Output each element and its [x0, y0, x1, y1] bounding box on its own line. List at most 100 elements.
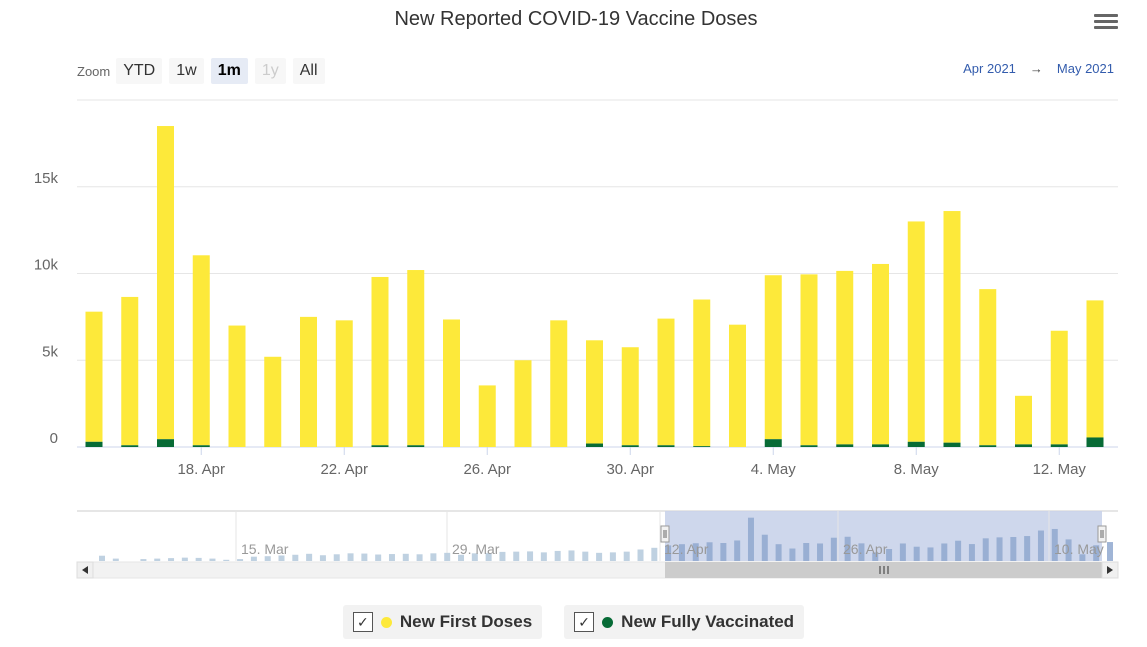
- bar-fully-vaccinated[interactable]: [157, 439, 174, 447]
- bar-first-doses[interactable]: [586, 340, 603, 444]
- bar-first-doses[interactable]: [872, 263, 889, 445]
- navigator-bar: [237, 559, 244, 561]
- navigator-tick-label: 26. Apr: [843, 541, 888, 557]
- legend-label-first-doses: New First Doses: [399, 612, 533, 631]
- bar-fully-vaccinated[interactable]: [943, 442, 961, 447]
- bar-fully-vaccinated[interactable]: [192, 445, 210, 447]
- zoom-1m-button[interactable]: 1m: [210, 58, 248, 84]
- x-tick-label: 18. Apr: [177, 461, 225, 478]
- navigator-bar: [568, 550, 575, 561]
- bar-fully-vaccinated[interactable]: [800, 445, 818, 447]
- bar-first-doses[interactable]: [907, 221, 925, 442]
- bar-fully-vaccinated[interactable]: [693, 446, 711, 447]
- bar-first-doses[interactable]: [371, 276, 389, 446]
- navigator-bar: [734, 540, 741, 561]
- bar-fully-vaccinated[interactable]: [979, 445, 997, 447]
- navigator-bar: [872, 552, 879, 561]
- bar-first-doses[interactable]: [514, 360, 532, 447]
- zoom-all-button[interactable]: All: [292, 58, 325, 84]
- legend-item-first-doses[interactable]: ✓ New First Doses: [342, 605, 543, 639]
- range-to[interactable]: May 2021: [1056, 61, 1114, 76]
- arrow-left-icon: [82, 566, 88, 574]
- checkbox-icon[interactable]: ✓: [352, 612, 373, 632]
- chart-title: New Reported COVID-19 Vaccine Doses: [394, 8, 758, 30]
- bar-fully-vaccinated[interactable]: [371, 445, 389, 447]
- navigator-bar: [817, 543, 824, 561]
- navigator-bar: [361, 553, 368, 561]
- bar-fully-vaccinated[interactable]: [407, 445, 425, 447]
- bar-first-doses[interactable]: [157, 126, 174, 440]
- bar-first-doses[interactable]: [1050, 330, 1068, 445]
- yellow-dot-icon: [380, 616, 392, 628]
- navigator-bar: [112, 558, 119, 561]
- bar-first-doses[interactable]: [407, 270, 425, 446]
- bar-first-doses[interactable]: [300, 316, 317, 447]
- bar-first-doses[interactable]: [764, 275, 782, 440]
- zoom-1y-button[interactable]: 1y: [254, 58, 286, 84]
- navigator-bar: [1024, 536, 1031, 561]
- bar-first-doses[interactable]: [121, 296, 139, 446]
- bar-fully-vaccinated[interactable]: [836, 444, 854, 447]
- navigator-bar: [458, 554, 465, 561]
- navigator-bar: [899, 543, 906, 561]
- zoom-1w-button[interactable]: 1w: [169, 58, 204, 84]
- bar-fully-vaccinated[interactable]: [657, 445, 675, 447]
- navigator-bar: [706, 542, 713, 561]
- bar-fully-vaccinated[interactable]: [1050, 444, 1068, 447]
- range-from[interactable]: Apr 2021: [963, 61, 1016, 76]
- navigator-bar: [1079, 554, 1086, 561]
- bar-fully-vaccinated[interactable]: [586, 443, 603, 447]
- navigator-bar: [1107, 542, 1113, 561]
- bar-first-doses[interactable]: [228, 325, 246, 447]
- bar-first-doses[interactable]: [264, 356, 282, 447]
- zoom-ytd-button[interactable]: YTD: [116, 58, 163, 84]
- hamburger-menu-icon[interactable]: [1094, 14, 1118, 34]
- y-tick-label: 15k: [34, 170, 59, 187]
- bar-fully-vaccinated[interactable]: [1015, 444, 1032, 447]
- bar-fully-vaccinated[interactable]: [1086, 437, 1104, 447]
- bar-first-doses[interactable]: [657, 318, 675, 446]
- bar-first-doses[interactable]: [693, 299, 711, 447]
- bar-first-doses[interactable]: [621, 347, 639, 446]
- bar-fully-vaccinated[interactable]: [121, 445, 139, 447]
- navigator-handle[interactable]: [1097, 525, 1107, 543]
- bar-fully-vaccinated[interactable]: [621, 445, 639, 447]
- navigator-tick-label: 15. Mar: [241, 541, 289, 557]
- navigator-bar: [154, 558, 161, 561]
- navigator-bar: [968, 544, 975, 561]
- navigator-bar: [996, 537, 1003, 561]
- navigator-bar: [250, 556, 257, 561]
- bar-first-doses[interactable]: [800, 274, 818, 446]
- navigator-bar: [195, 557, 202, 561]
- bar-first-doses[interactable]: [478, 385, 496, 447]
- bar-first-doses[interactable]: [550, 320, 568, 447]
- bar-first-doses[interactable]: [943, 211, 961, 443]
- navigator-handle[interactable]: [660, 525, 670, 543]
- legend-item-fully-vaccinated[interactable]: ✓ New Fully Vaccinated: [564, 605, 805, 639]
- bar-fully-vaccinated[interactable]: [872, 444, 889, 447]
- bar-first-doses[interactable]: [443, 319, 460, 447]
- navigator-bar: [1093, 545, 1100, 561]
- bar-first-doses[interactable]: [192, 255, 210, 446]
- navigator-bar: [1051, 528, 1058, 561]
- navigator-bar: [844, 536, 851, 561]
- bar-first-doses[interactable]: [335, 320, 353, 447]
- date-range: Apr 2021 → May 2021: [963, 61, 1114, 76]
- bar-first-doses[interactable]: [729, 324, 746, 447]
- navigator-bar: [181, 557, 188, 561]
- checkbox-icon[interactable]: ✓: [574, 612, 595, 632]
- navigator-bar: [955, 540, 962, 561]
- navigator-bar: [886, 549, 893, 561]
- navigator-bar: [803, 543, 810, 561]
- bar-fully-vaccinated[interactable]: [85, 441, 103, 447]
- x-tick-label: 8. May: [894, 461, 940, 478]
- bar-fully-vaccinated[interactable]: [764, 439, 782, 447]
- bar-first-doses[interactable]: [836, 270, 854, 445]
- bar-first-doses[interactable]: [979, 289, 997, 446]
- bar-first-doses[interactable]: [85, 311, 103, 442]
- y-tick-label: 10k: [34, 257, 59, 274]
- bar-fully-vaccinated[interactable]: [907, 441, 925, 447]
- navigator-bar: [982, 538, 989, 561]
- bar-first-doses[interactable]: [1086, 300, 1104, 438]
- bar-first-doses[interactable]: [1015, 395, 1032, 445]
